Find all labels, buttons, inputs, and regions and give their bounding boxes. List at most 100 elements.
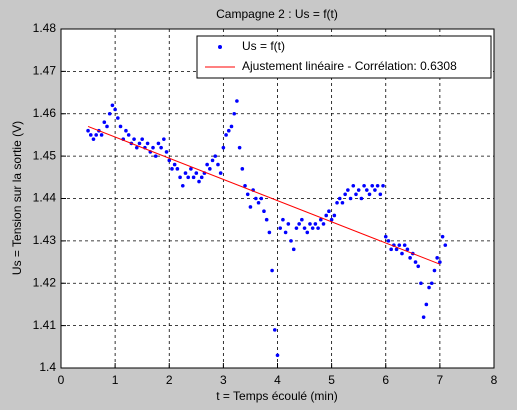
data-point <box>175 167 180 171</box>
data-point <box>224 133 228 137</box>
data-point <box>373 188 377 192</box>
data-point <box>86 128 90 133</box>
data-point <box>107 111 112 116</box>
data-point <box>408 256 412 260</box>
data-point <box>381 183 385 188</box>
data-point <box>183 171 188 175</box>
x-tick-label: 4 <box>274 373 281 387</box>
data-point <box>286 222 291 226</box>
data-point <box>308 222 312 226</box>
data-point <box>240 167 245 171</box>
data-point <box>167 158 172 163</box>
legend-swatch <box>218 45 222 49</box>
data-point <box>421 315 426 319</box>
data-point <box>118 124 123 129</box>
data-point <box>140 137 144 141</box>
data-point <box>394 247 399 252</box>
data-point <box>419 281 423 286</box>
data-point <box>294 226 299 230</box>
data-point <box>321 222 326 226</box>
data-point <box>105 124 109 129</box>
data-point <box>348 196 353 201</box>
data-point <box>205 162 209 167</box>
y-tick-label: 1.43 <box>33 233 57 247</box>
data-point <box>413 260 418 264</box>
data-point <box>405 247 410 252</box>
data-point <box>324 213 329 218</box>
data-point <box>153 154 158 158</box>
data-point <box>346 188 350 192</box>
data-point <box>313 222 318 226</box>
data-point <box>226 128 231 133</box>
data-point <box>237 145 242 150</box>
data-point <box>400 251 404 256</box>
x-axis-label: t = Temps écoulé (min) <box>216 389 338 403</box>
data-point <box>245 192 250 197</box>
data-point <box>375 183 380 188</box>
data-point <box>132 137 136 141</box>
data-point <box>197 179 201 184</box>
data-point <box>402 243 407 247</box>
data-point <box>218 171 223 175</box>
x-tick-label: 2 <box>166 373 173 387</box>
y-tick-label: 1.4 <box>39 360 56 374</box>
data-point <box>264 217 269 222</box>
data-point <box>383 234 388 239</box>
legend-label: Ajustement linéaire - Corrélation: 0.630… <box>242 59 457 73</box>
data-point <box>216 162 220 167</box>
data-point <box>194 171 199 175</box>
data-point <box>435 256 439 260</box>
y-tick-label: 1.47 <box>33 64 57 78</box>
data-point <box>256 200 261 205</box>
data-point <box>283 230 288 235</box>
data-point <box>289 239 293 243</box>
data-point <box>164 150 169 154</box>
data-point <box>389 247 393 252</box>
y-axis-label: Us = Tension sur la sortie (V) <box>10 121 24 275</box>
data-point <box>278 226 283 230</box>
data-point <box>113 107 117 112</box>
data-point <box>386 239 391 243</box>
data-point <box>91 137 96 141</box>
data-point <box>243 183 247 188</box>
data-point <box>189 167 193 171</box>
data-point <box>229 124 234 129</box>
data-point <box>427 285 431 290</box>
data-point <box>248 205 253 209</box>
data-point <box>335 200 339 205</box>
data-point <box>208 167 212 171</box>
data-point <box>124 128 128 133</box>
x-tick-label: 8 <box>491 373 498 387</box>
data-point <box>191 175 196 180</box>
data-point <box>370 183 375 188</box>
data-point <box>359 196 364 201</box>
data-point <box>297 222 301 226</box>
data-point <box>327 209 331 214</box>
y-tick-label: 1.45 <box>33 148 57 162</box>
data-point <box>440 234 445 239</box>
data-point <box>310 226 315 230</box>
y-tick-label: 1.48 <box>33 21 57 35</box>
data-point <box>213 154 218 158</box>
data-point <box>159 145 163 150</box>
data-point <box>170 167 174 171</box>
data-point <box>270 268 274 273</box>
data-point <box>416 264 421 269</box>
data-point <box>305 230 310 235</box>
data-point <box>272 328 277 332</box>
data-point <box>429 281 434 286</box>
data-point <box>329 217 334 222</box>
data-point <box>221 145 226 150</box>
data-point <box>354 192 358 197</box>
data-point <box>88 133 93 137</box>
data-point <box>116 116 120 120</box>
data-point <box>259 196 264 201</box>
data-point <box>262 209 266 214</box>
data-point <box>235 99 239 103</box>
chart-title: Campagne 2 : Us = f(t) <box>216 7 338 21</box>
data-point <box>156 141 161 146</box>
data-point <box>316 226 320 230</box>
fit-line <box>87 125 441 265</box>
data-point <box>281 217 285 222</box>
